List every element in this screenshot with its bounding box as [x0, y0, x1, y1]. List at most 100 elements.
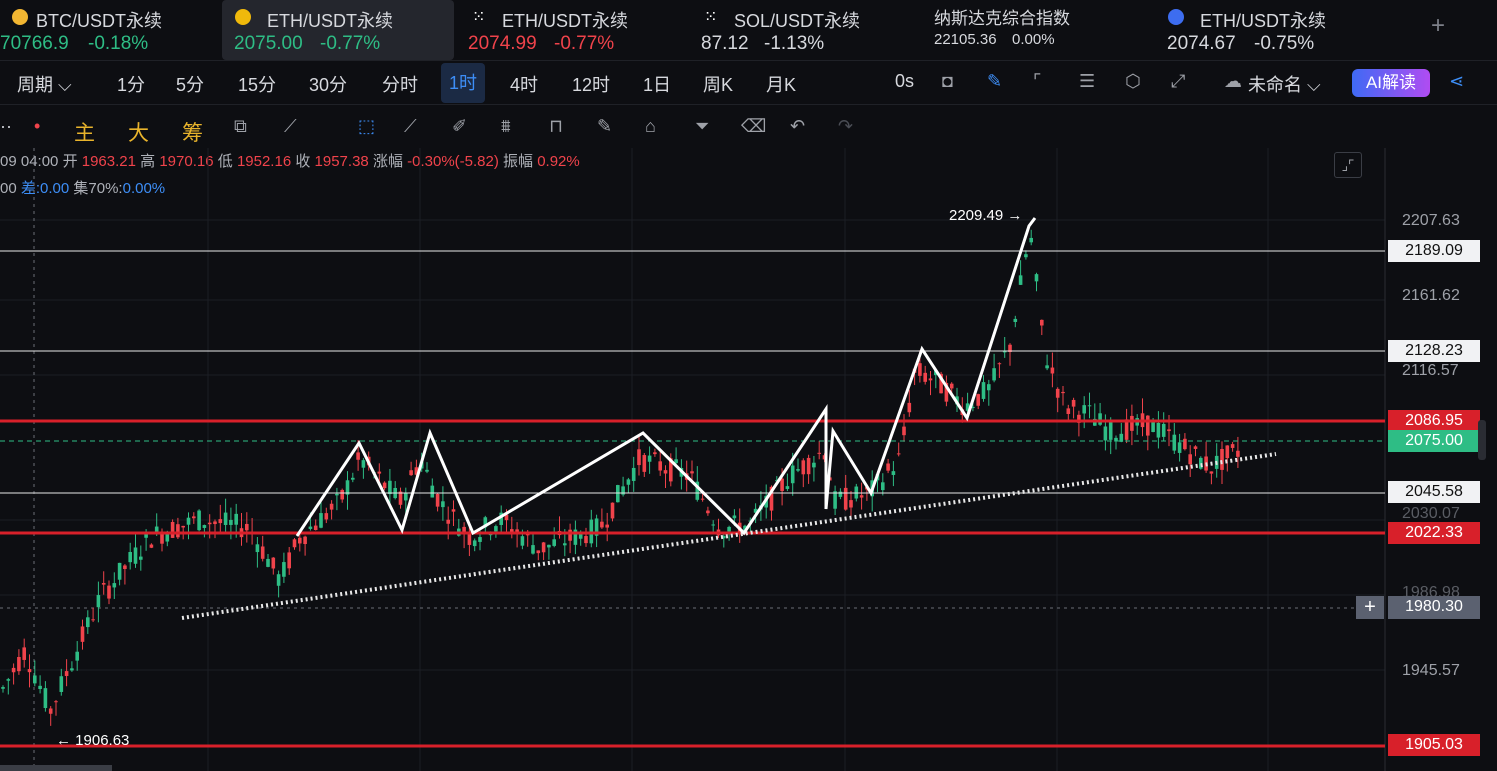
ticker-tab-eth-binance[interactable]: ETH/USDT永续 2075.00 -0.77% [222, 0, 454, 60]
trash-icon[interactable]: ⌫ [741, 116, 767, 136]
candle-body [531, 545, 535, 554]
candle-body [923, 372, 927, 382]
ruler-icon[interactable]: ⟋ [404, 116, 417, 136]
ticker-change: -0.18% [88, 33, 149, 54]
candle-body [907, 402, 912, 413]
ticker-tab-sol[interactable]: ⁙ SOL/USDT永续 87.12 -1.13% [700, 0, 912, 60]
candle-body [722, 536, 726, 539]
open-label: 开 [62, 153, 78, 170]
candle-body [1103, 426, 1108, 441]
price-tag[interactable]: 2128.23 [1388, 340, 1480, 362]
candle-body [1050, 367, 1055, 374]
ticker-tab-eth-3[interactable]: ETH/USDT永续 2074.67 -0.75% [1162, 0, 1402, 60]
expand-chart-icon[interactable]: ⌟⌜ [1334, 152, 1362, 178]
settings-icon[interactable]: ⬡ [1125, 71, 1141, 91]
note-icon[interactable]: ✎ [597, 116, 613, 136]
ticker-change: -0.75% [1254, 33, 1315, 54]
cloud-icon: ☁ [1224, 71, 1242, 91]
period-dropdown[interactable]: 周期 ⌵ [17, 75, 72, 95]
tf-5m[interactable]: 5分 [176, 75, 205, 95]
dots-icon[interactable]: ·· [0, 116, 12, 136]
candle-body [33, 675, 37, 684]
brush-icon[interactable]: ✐ [452, 116, 468, 136]
ai-interpret-button[interactable]: AI解读 [1352, 69, 1430, 97]
close-value: 1957.38 [314, 153, 369, 170]
candle-body [663, 470, 668, 474]
crosshair-plus-icon[interactable]: + [1356, 596, 1384, 619]
tf-1m[interactable]: 1分 [117, 75, 146, 95]
edit-indicator-icon[interactable]: ⧉ [234, 116, 247, 136]
candle-body [563, 543, 567, 546]
tf-timeline[interactable]: 分时 [382, 75, 418, 95]
undo-icon[interactable]: ↶ [790, 116, 806, 136]
list-icon[interactable]: ☰ [1079, 71, 1096, 91]
candle-body [886, 463, 890, 471]
candle-body [801, 460, 806, 475]
tf-15m[interactable]: 15分 [238, 75, 277, 95]
drawing-toolbar: ·· • 主 大 筹 ⧉ ⟋ ⬚ ⟋ ✐ ⩩ ⊓ ✎ ⌂ ⏷ ⌫ ↶ ↷ [0, 104, 1497, 149]
candle-body [340, 489, 344, 500]
candle-body [1008, 344, 1012, 353]
redo-icon[interactable]: ↷ [838, 116, 854, 136]
candle-body [642, 455, 647, 472]
candle-body [573, 529, 578, 545]
magnet-icon[interactable]: ⌂ [645, 116, 656, 136]
tf-1h[interactable]: 1时 [441, 63, 486, 103]
candle-body [245, 523, 249, 531]
lock-icon[interactable]: ⊓ [549, 116, 564, 136]
crosshair-price-tag: 1980.30 [1388, 596, 1480, 619]
candle-body [377, 471, 382, 474]
ticker-tab-btc[interactable]: BTC/USDT永续 70766.9 -0.18% [0, 0, 210, 60]
candle-body [1108, 420, 1113, 440]
candle-body [849, 500, 853, 508]
candle-body [1172, 434, 1177, 451]
dot-icon[interactable]: • [34, 116, 41, 136]
price-scale-handle[interactable] [1478, 420, 1486, 460]
price-tag[interactable]: 2189.09 [1388, 240, 1480, 262]
candle-body [64, 671, 69, 676]
change-label: 涨幅 [372, 153, 403, 170]
tf-12h[interactable]: 12时 [572, 75, 611, 95]
ticker-tab-nasdaq[interactable]: 纳斯达克综合指数 22105.36 0.00% [922, 0, 1152, 60]
candle-body [345, 480, 350, 495]
share-icon[interactable]: ⋖ [1449, 71, 1465, 91]
candle-body [494, 526, 498, 532]
ticker-tab-eth-okx[interactable]: ⁙ ETH/USDT永续 2074.99 -0.77% [466, 0, 688, 60]
candle-body [1018, 275, 1023, 285]
indicator-chips[interactable]: 筹 [182, 122, 203, 145]
tf-week[interactable]: 周K [703, 75, 734, 95]
amplitude-label: 振幅 [503, 153, 534, 170]
candles-icon[interactable]: ⩩ [501, 116, 511, 136]
filter-icon[interactable]: ⏷ [695, 116, 710, 136]
candle-body [1130, 415, 1134, 431]
comment-icon[interactable]: ⌜ [1033, 71, 1042, 91]
fullscreen-icon[interactable]: ⤢ [1171, 71, 1186, 91]
indicator-large[interactable]: 大 [128, 122, 149, 145]
candle-body [59, 676, 64, 692]
tf-4h[interactable]: 4时 [510, 75, 539, 95]
tf-1d[interactable]: 1日 [643, 75, 672, 95]
camera-icon[interactable]: ◘ [942, 71, 953, 91]
add-tab-icon[interactable]: + [1430, 12, 1445, 39]
candle-body [117, 562, 122, 580]
tf-30m[interactable]: 30分 [309, 75, 348, 95]
axis-label: 2116.57 [1402, 362, 1459, 379]
tf-month[interactable]: 月K [766, 75, 797, 95]
candle-body [133, 547, 138, 564]
pen-icon[interactable]: ✎ [987, 71, 1003, 91]
compare-icon[interactable]: ⟋ [284, 116, 297, 136]
price-tag[interactable]: 1905.03 [1388, 734, 1480, 756]
cursor-icon[interactable]: ⬚ [358, 116, 376, 136]
price-tag[interactable]: 2045.58 [1388, 481, 1480, 503]
candle-body [753, 508, 758, 513]
layout-dropdown[interactable]: 未命名 ⌵ [1248, 75, 1321, 95]
candle-body [902, 426, 906, 436]
candle-body [271, 557, 276, 569]
price-tag[interactable]: 2022.33 [1388, 522, 1480, 544]
timeline-scrollbar[interactable] [0, 765, 112, 771]
candlestick-chart[interactable] [0, 148, 1497, 771]
indicator-main[interactable]: 主 [74, 122, 95, 145]
candle-body [939, 373, 943, 394]
price-tag[interactable]: 2086.95 [1388, 410, 1480, 432]
axis-label: 2161.62 [1402, 287, 1460, 304]
